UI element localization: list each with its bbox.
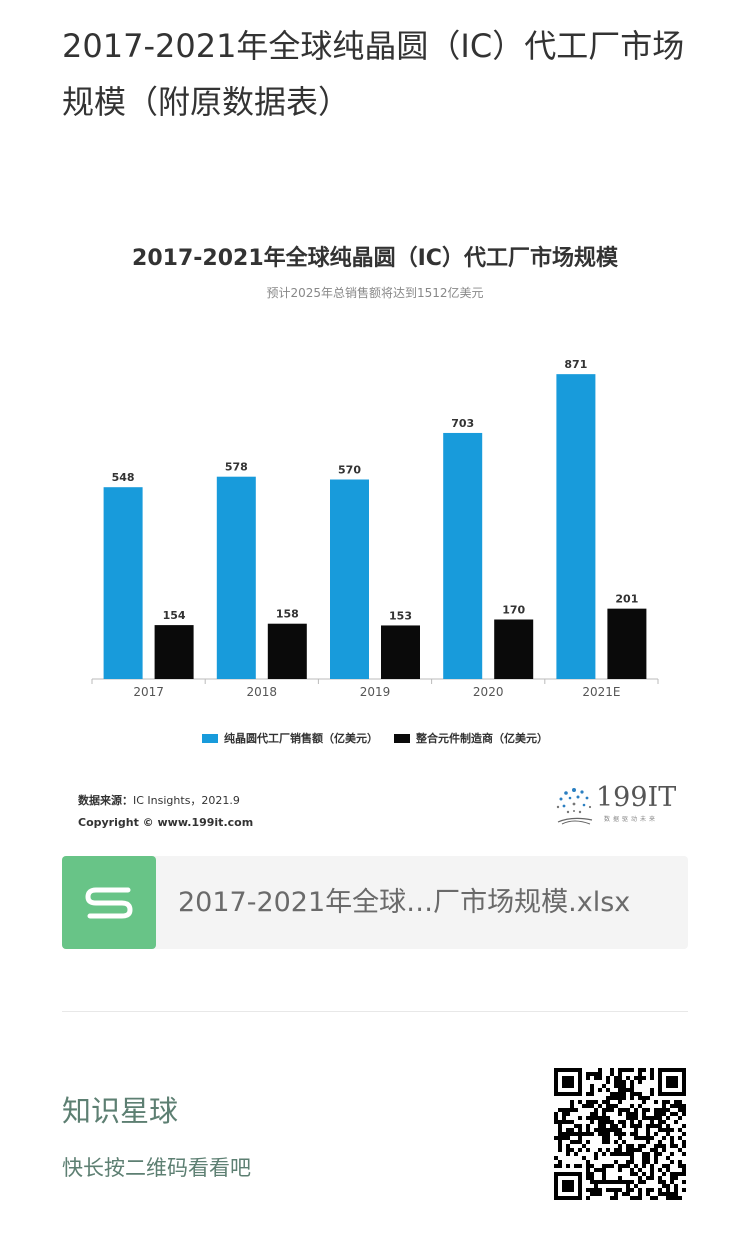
chart-image: 548 154 2017 578 158 2018 570 153 2019 703 170 2020… xyxy=(62,222,688,848)
data-label-foundry-2017: 548 xyxy=(112,471,135,484)
article-title: 2017-2021年全球纯晶圆（IC）代工厂市场规模（附原数据表） xyxy=(62,27,685,121)
chart-legend: 纯晶圆代工厂销售额（亿美元） 整合元件制造商（亿美元） xyxy=(62,730,688,746)
data-label-foundry-2018: 578 xyxy=(225,461,248,474)
brand-tagline: 数据驱动未来 xyxy=(604,816,659,823)
data-label-idm-2019: 153 xyxy=(389,609,412,622)
bar-foundry-2020 xyxy=(443,432,483,679)
legend-swatch-foundry xyxy=(202,733,218,743)
bar-idm-2019 xyxy=(381,625,420,679)
data-label-idm-2018: 158 xyxy=(276,608,299,621)
x-tick-label-2017: 2017 xyxy=(133,685,164,699)
brand-name: 199IT xyxy=(596,782,677,813)
qr-code-icon[interactable] xyxy=(554,1068,686,1200)
x-tick-label-2021E: 2021E xyxy=(582,685,620,699)
knowledge-planet-title: 知识星球 xyxy=(62,1094,179,1128)
bar-idm-2017 xyxy=(154,625,194,679)
spreadsheet-icon xyxy=(62,856,156,949)
chart-subtitle: 预计2025年总销售额将达到1512亿美元 xyxy=(266,286,484,300)
data-label-foundry-2020: 703 xyxy=(451,417,474,430)
qr-hint-text: 快长按二维码看看吧 xyxy=(62,1156,251,1180)
legend-item-foundry: 纯晶圆代工厂销售额（亿美元） xyxy=(202,730,378,746)
x-tick-label-2018: 2018 xyxy=(247,685,278,699)
legend-label-foundry: 纯晶圆代工厂销售额（亿美元） xyxy=(224,732,378,745)
bar-chart: 548 154 2017 578 158 2018 570 153 2019 703 170 2020… xyxy=(91,358,659,699)
chart-title: 2017-2021年全球纯晶圆（IC）代工厂市场规模 xyxy=(132,246,618,271)
legend-label-idm: 整合元件制造商（亿美元） xyxy=(416,732,548,745)
bar-foundry-2019 xyxy=(330,479,369,679)
divider xyxy=(62,1011,688,1012)
data-label-idm-2021E: 201 xyxy=(615,593,638,606)
attachment-card[interactable]: 2017-2021年全球…厂市场规模.xlsx xyxy=(62,856,688,949)
bar-idm-2018 xyxy=(267,623,307,679)
data-label-foundry-2019: 570 xyxy=(338,464,361,477)
data-label-idm-2017: 154 xyxy=(163,609,186,622)
s-letter-icon xyxy=(85,887,133,918)
bar-idm-2020 xyxy=(494,619,534,679)
legend-swatch-idm xyxy=(394,733,410,743)
copyright-text: Copyright © www.199it.com xyxy=(78,816,254,829)
x-tick-label-2020: 2020 xyxy=(473,685,504,699)
bar-foundry-2017 xyxy=(103,487,143,679)
x-tick-label-2019: 2019 xyxy=(360,685,391,699)
brand-logo: 199IT 数据驱动未来 xyxy=(552,782,682,826)
source-label: 数据来源： xyxy=(78,794,133,807)
legend-item-idm: 整合元件制造商（亿美元） xyxy=(394,730,548,746)
attachment-filename[interactable]: 2017-2021年全球…厂市场规模.xlsx xyxy=(178,887,631,918)
dandelion-icon xyxy=(556,788,593,825)
source-text: IC Insights，2021.9 xyxy=(133,794,240,807)
data-label-foundry-2021E: 871 xyxy=(564,358,587,371)
bar-foundry-2021E xyxy=(556,374,596,679)
data-label-idm-2020: 170 xyxy=(502,604,525,617)
bar-foundry-2018 xyxy=(216,476,256,679)
chart-source: 数据来源：IC Insights，2021.9 Copyright © www.… xyxy=(78,790,253,834)
bar-idm-2021E xyxy=(607,608,647,679)
